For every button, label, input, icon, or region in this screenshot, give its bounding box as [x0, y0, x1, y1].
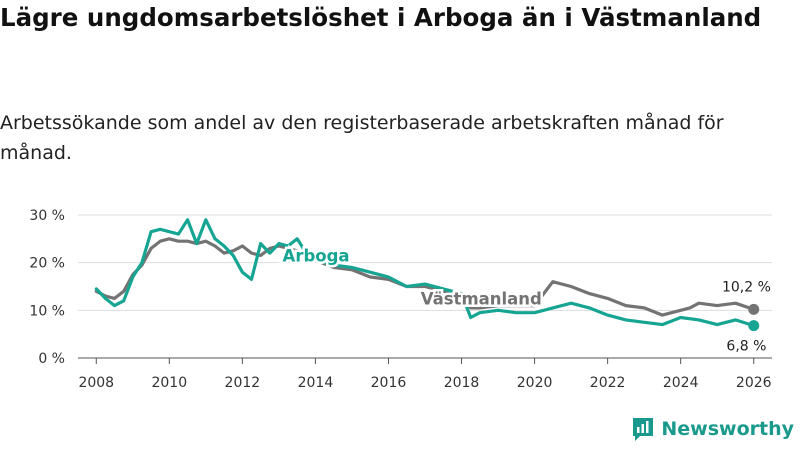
end-label-arboga: 6,8 %	[726, 338, 766, 354]
y-tick-label: 30 %	[29, 208, 65, 224]
x-tick-label: 2022	[590, 375, 626, 391]
series-label-vastmanland: Västmanland	[421, 290, 542, 309]
endpoint-arboga	[748, 320, 760, 332]
x-tick-label: 2008	[78, 375, 114, 391]
x-tick-label: 2026	[736, 375, 772, 391]
series-line-vastmanland	[94, 237, 756, 317]
x-tick-label: 2014	[298, 375, 334, 391]
chart-subtitle: Arbetssökande som andel av den registerb…	[0, 112, 724, 164]
x-tick-label: 2016	[371, 375, 407, 391]
brand-name: Newsworthy	[661, 418, 794, 440]
x-tick-label: 2012	[225, 375, 261, 391]
series-label-arboga: Arboga	[283, 247, 350, 266]
end-label-vastmanland: 10,2 %	[722, 279, 771, 295]
series-line-arboga	[94, 218, 756, 328]
y-tick-label: 20 %	[29, 256, 65, 272]
x-tick-label: 2010	[151, 375, 187, 391]
x-tick-label: 2018	[444, 375, 480, 391]
brand-logo: Newsworthy	[631, 416, 794, 442]
y-tick-label: 10 %	[29, 303, 65, 319]
endpoint-vastmanland	[748, 303, 760, 315]
x-tick-label: 2024	[663, 375, 699, 391]
x-tick-label: 2020	[517, 375, 553, 391]
newsworthy-logo-icon	[633, 418, 654, 441]
chart-title: Lägre ungdomsarbetslöshet i Arboga än i …	[0, 3, 762, 32]
y-tick-label: 0 %	[38, 351, 65, 367]
